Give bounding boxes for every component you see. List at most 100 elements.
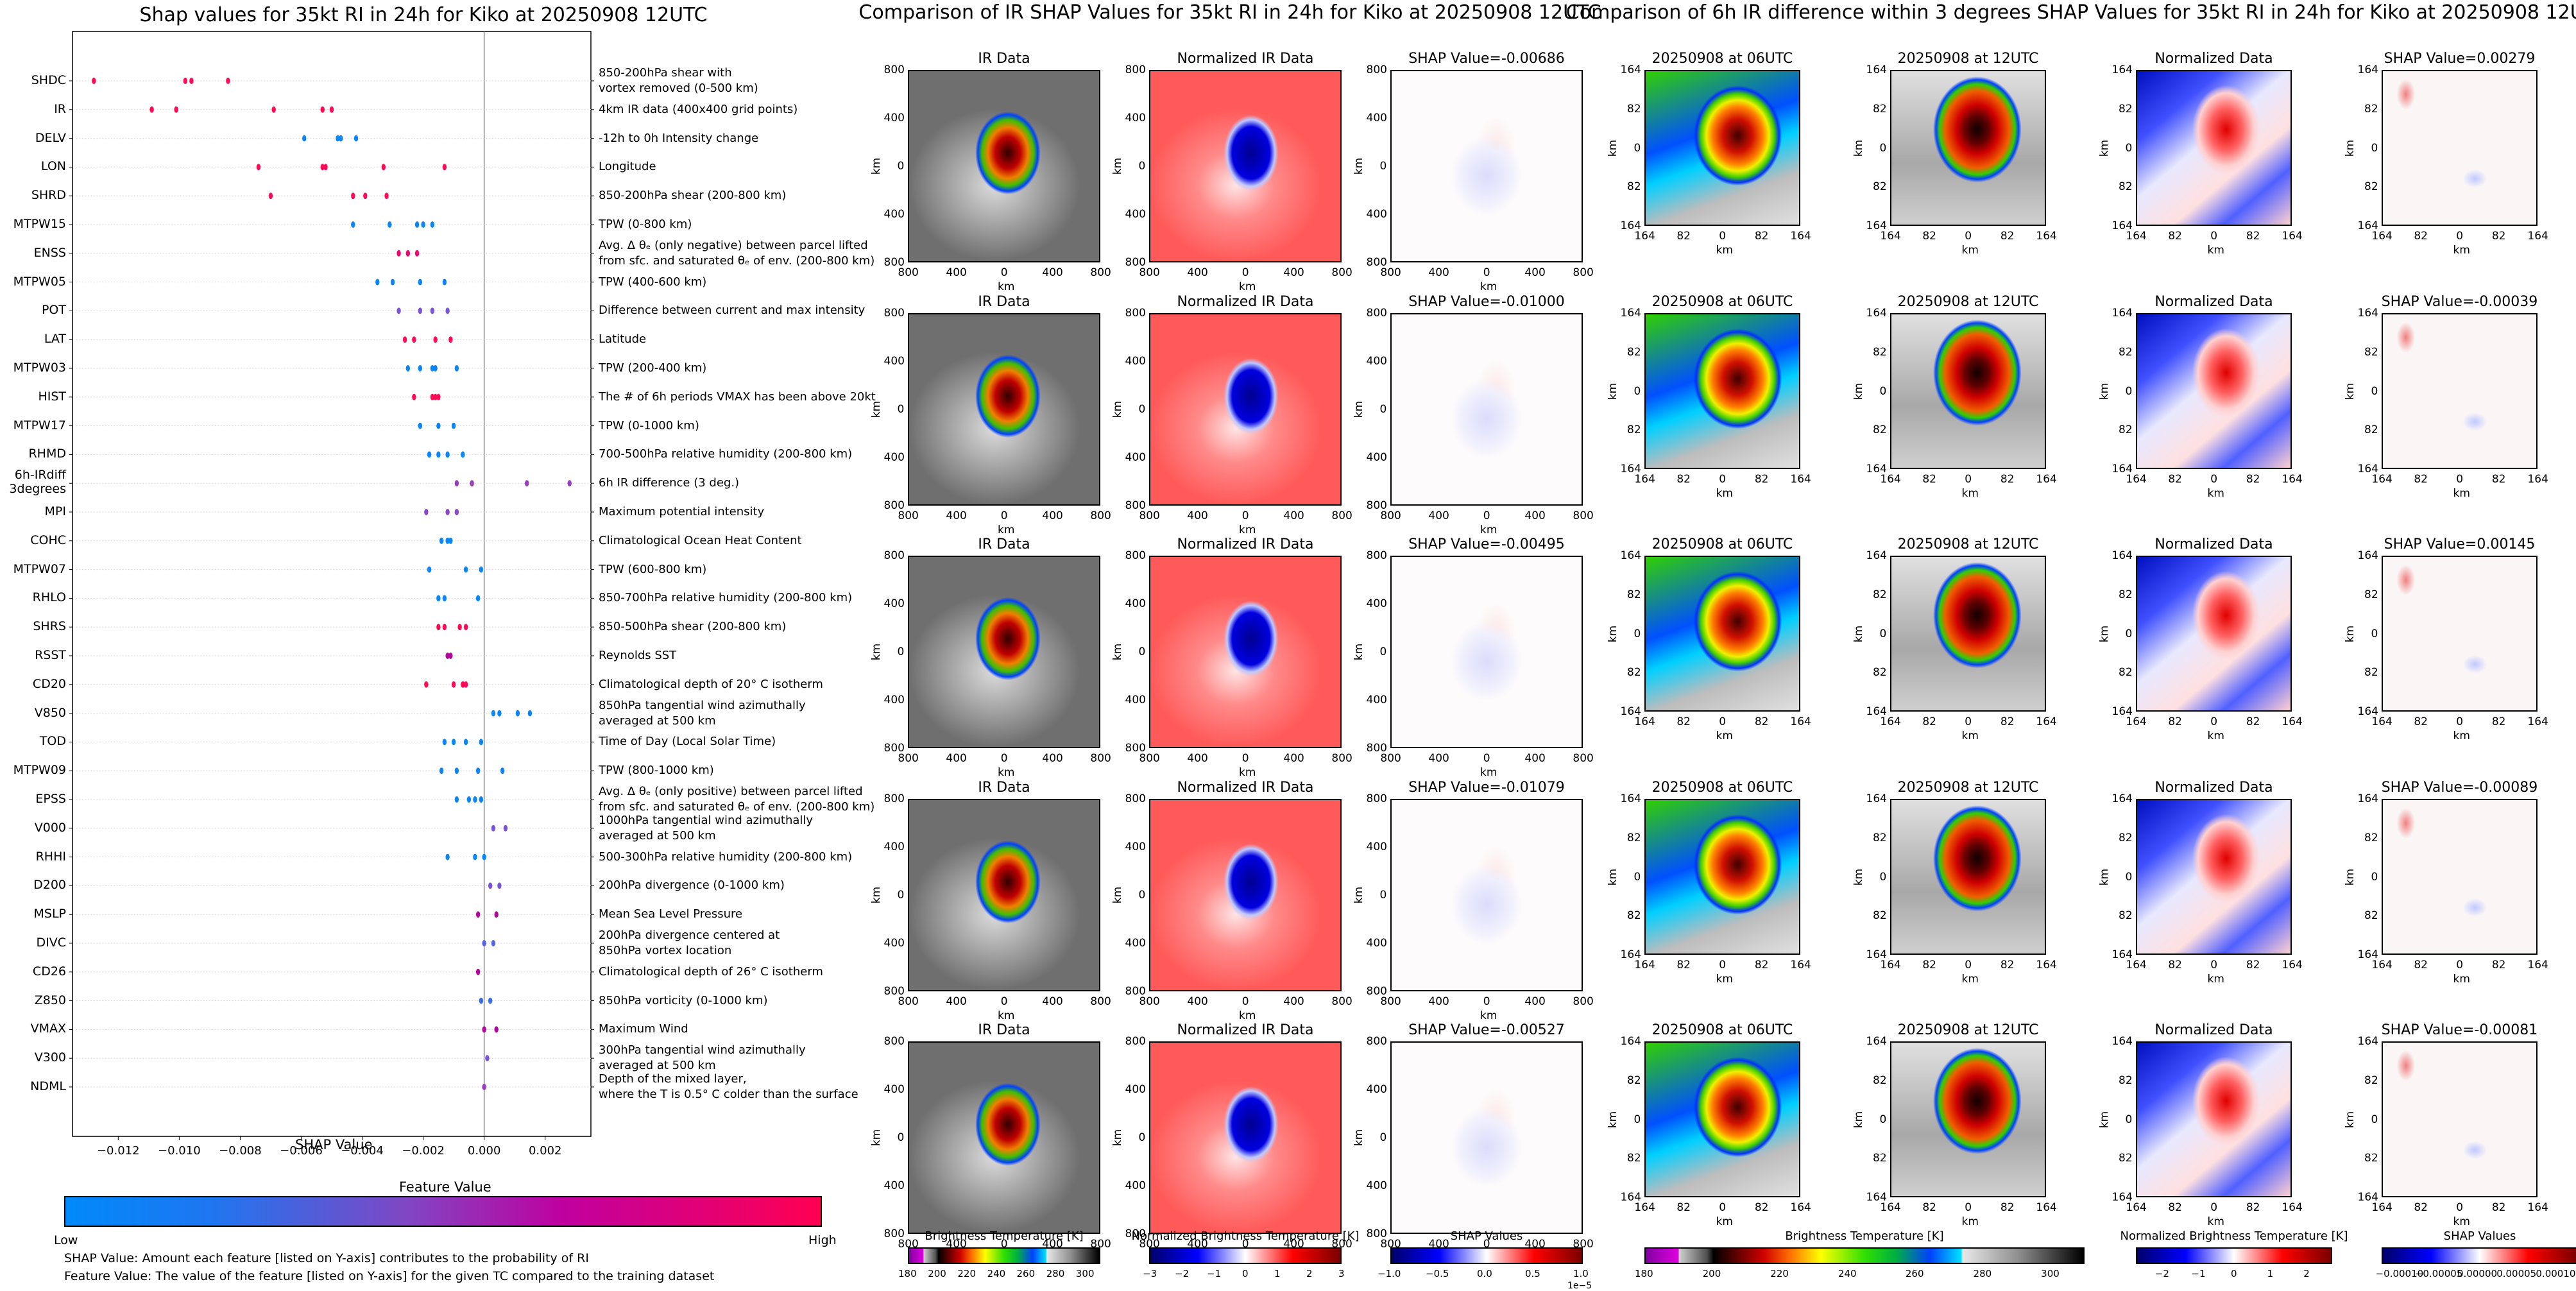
feature-name-line: MTPW09 [13, 763, 66, 778]
feature-description: TPW (200-400 km) [599, 361, 706, 376]
y-tick-label: 400 [1125, 355, 1146, 368]
y-tick-label: 82 [1873, 102, 1887, 115]
feature-description-line: 1000hPa tangential wind azimuthally [599, 813, 814, 827]
feature-description-line: Avg. Δ θₑ (only positive) between parcel… [599, 785, 863, 798]
ir-06utc-panel [1644, 799, 1800, 955]
y-tick-label: 164 [1866, 463, 1887, 475]
shap-point [475, 767, 481, 774]
diff-shap-panel [2382, 1041, 2538, 1197]
feature-name: DELV [35, 131, 66, 145]
shap-point [488, 997, 493, 1004]
x-tick-label: 400 [1428, 995, 1449, 1008]
y-tick-label: 800 [883, 499, 905, 512]
x-tick-label: 0 [1719, 715, 1727, 728]
colorbar [1390, 1247, 1583, 1264]
shap-point [397, 307, 401, 314]
ir-06utc-panel [1644, 556, 1800, 712]
x-tick-label: 800 [1380, 266, 1401, 279]
y-tick-label: 82 [2119, 345, 2133, 359]
shap-value-title: SHAP Value=0.00145 [2384, 536, 2536, 552]
y-tick-label: 164 [2357, 1035, 2378, 1048]
shap-point [482, 853, 486, 860]
x-tick-label: 164 [1790, 959, 1811, 971]
x-tick-label: 82 [2168, 959, 2182, 971]
shap-point [414, 250, 420, 257]
y-tick-label: 400 [1125, 451, 1146, 464]
feature-description: 850-200hPa shear with vortex removed (0-5… [599, 65, 758, 96]
y-axis-label: km [1111, 886, 1125, 904]
colorbar-tick-label: 260 [1905, 1268, 1924, 1279]
x-tick-label: 82 [2168, 1201, 2182, 1214]
shap-point [454, 365, 459, 372]
y-tick-label: 400 [1125, 597, 1146, 610]
shap-value-title: SHAP Value=-0.00495 [1408, 536, 1565, 552]
x-tick-label: 0.002 [529, 1144, 562, 1158]
feature-name-line: LON [40, 159, 66, 174]
colorbar-tick-label: 240 [1838, 1268, 1857, 1279]
shap-point [430, 393, 435, 400]
feature-name-line: HIST [38, 389, 66, 404]
y-tick-label: 164 [1866, 549, 1887, 562]
x-axis-label: km [1480, 524, 1497, 536]
feature-description: TPW (400-600 km) [599, 275, 706, 290]
x-tick-label: 164 [2371, 473, 2393, 486]
y-tick-label: 800 [883, 307, 905, 320]
colorbar-tick-label: 1.0 [1573, 1268, 1589, 1279]
diff-shap-panel [2382, 799, 2538, 955]
y-tick-label: 82 [1873, 666, 1887, 680]
feature-description: TPW (800-1000 km) [599, 763, 714, 778]
feature-name: MTPW15 [13, 217, 66, 231]
feature-description: 850hPa tangential wind azimuthally averag… [599, 698, 806, 729]
x-tick-label: 400 [1524, 509, 1546, 522]
shap-point [149, 106, 154, 113]
x-tick-label: 400 [1187, 266, 1208, 279]
x-tick-label: 0 [1965, 715, 1972, 728]
shap-value-title: SHAP Value=-0.00527 [1408, 1022, 1565, 1038]
y-tick-label: 0 [1379, 889, 1387, 902]
x-tick-label: 164 [2126, 230, 2147, 243]
ir-12utc-panel [1890, 799, 2046, 955]
x-tick-label: 800 [898, 752, 919, 765]
x-tick-label: 0 [1719, 1201, 1727, 1214]
y-tick-label: 82 [1627, 102, 1641, 115]
colorbar-tick-label: 180 [1635, 1268, 1653, 1279]
y-tick-label: 0 [1138, 403, 1146, 416]
x-axis-label: km [998, 1009, 1015, 1022]
shap-point [442, 739, 447, 746]
x-tick-label: 0 [1000, 509, 1008, 522]
feature-value-colorbar [64, 1196, 822, 1227]
y-tick-label: 800 [1366, 985, 1387, 998]
x-tick-label: 0 [1000, 995, 1008, 1008]
y-tick-label: 82 [1873, 909, 1887, 923]
x-tick-label: 400 [1283, 266, 1304, 279]
x-tick-label: 164 [1634, 1201, 1655, 1214]
feature-name-line: DELV [35, 130, 66, 145]
shap-point [445, 509, 450, 515]
y-tick-label: 82 [1627, 345, 1641, 359]
shap-value-title: SHAP Value=-0.00039 [2381, 294, 2538, 310]
x-axis-label: km [1961, 973, 1979, 986]
x-tick-label: 164 [1634, 230, 1655, 243]
y-tick-label: 0 [1633, 627, 1641, 640]
shap-point [497, 882, 502, 889]
y-tick-label: 800 [883, 549, 905, 562]
feature-name-line: D200 [33, 878, 66, 893]
shap-point [433, 365, 438, 372]
x-tick-label: 164 [2036, 715, 2057, 728]
x-tick-label: 800 [898, 995, 919, 1008]
feature-description-line: Depth of the mixed layer, [599, 1072, 747, 1086]
x-tick-label: 800 [1331, 752, 1352, 765]
shap-point [436, 624, 441, 631]
x-tick-label: 0 [1483, 1238, 1490, 1251]
x-tick-label: 400 [1042, 266, 1063, 279]
colorbar-tick-label: 2 [1306, 1268, 1313, 1279]
y-tick-label: 800 [1366, 499, 1387, 512]
x-tick-label: 82 [2491, 1201, 2506, 1214]
y-tick-label: 164 [1620, 1035, 1641, 1048]
feature-definition-note: Feature Value: The value of the feature … [64, 1269, 715, 1283]
feature-description-line: TPW (0-800 km) [599, 218, 692, 231]
x-axis-label: km [1716, 730, 1733, 742]
x-tick-label: 82 [1676, 959, 1691, 971]
shap-point [427, 451, 432, 458]
x-axis-label: km [1961, 487, 1979, 500]
